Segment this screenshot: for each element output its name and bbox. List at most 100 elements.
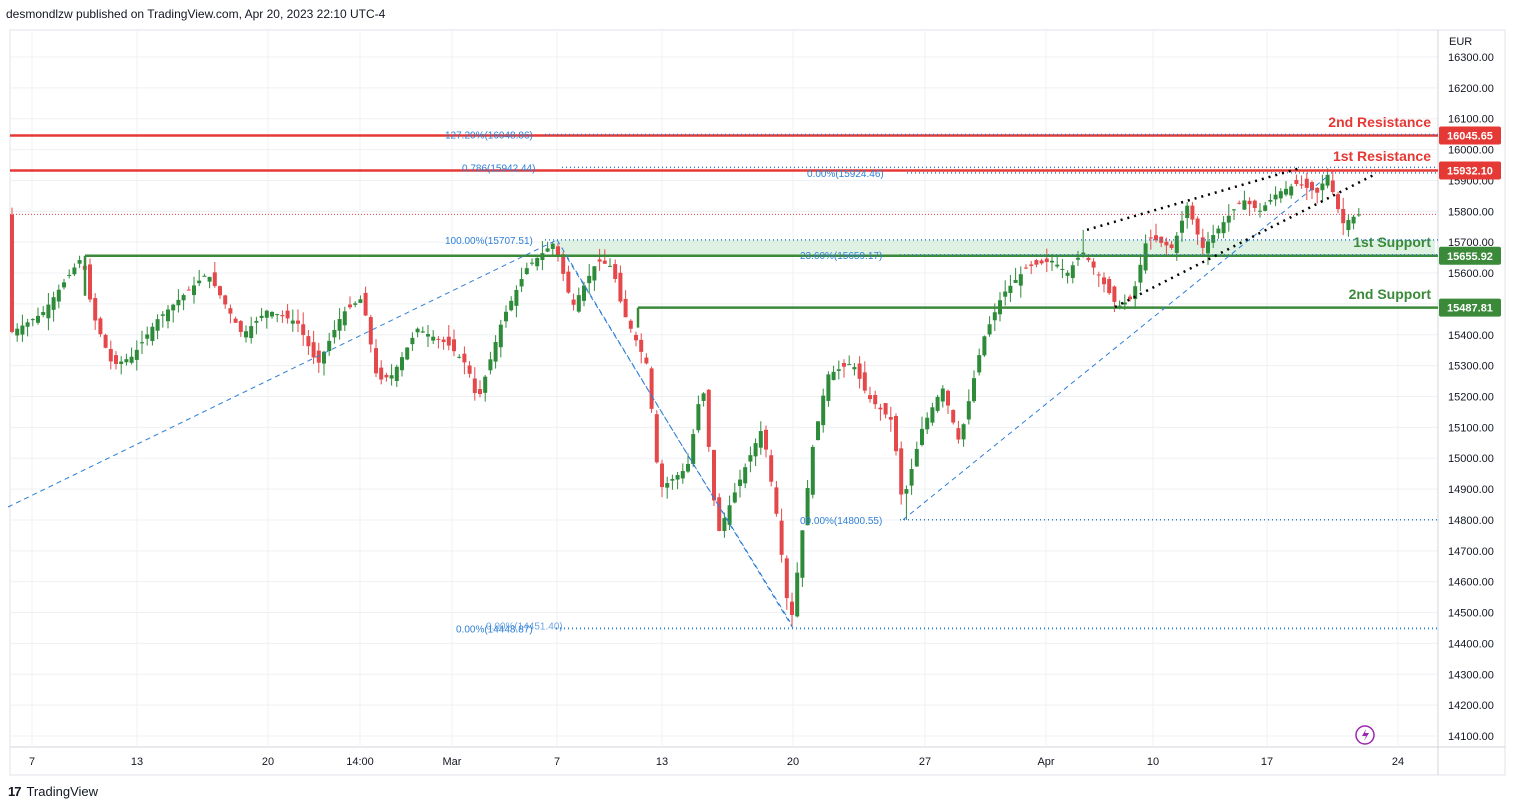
candle[interactable]: [207, 276, 212, 289]
candle[interactable]: [727, 495, 732, 531]
candle[interactable]: [316, 342, 321, 373]
candle[interactable]: [1102, 272, 1106, 293]
candle[interactable]: [77, 255, 82, 269]
candle[interactable]: [888, 406, 893, 432]
candle[interactable]: [1065, 270, 1070, 284]
candle[interactable]: [623, 290, 628, 318]
candle[interactable]: [436, 336, 441, 349]
candle[interactable]: [592, 266, 597, 291]
candle[interactable]: [1070, 261, 1075, 284]
candle[interactable]: [550, 241, 555, 255]
candle[interactable]: [1237, 200, 1242, 205]
candle[interactable]: [935, 394, 940, 413]
candle[interactable]: [649, 366, 654, 413]
candle[interactable]: [1091, 258, 1096, 275]
candle[interactable]: [374, 338, 378, 378]
candle[interactable]: [1034, 258, 1039, 268]
candle[interactable]: [311, 330, 316, 365]
candle[interactable]: [691, 428, 696, 467]
candle[interactable]: [160, 311, 165, 328]
candle[interactable]: [176, 289, 181, 313]
candle[interactable]: [894, 413, 898, 456]
candle[interactable]: [46, 293, 51, 331]
candle[interactable]: [800, 530, 805, 587]
candle[interactable]: [816, 421, 820, 441]
candle[interactable]: [914, 441, 919, 467]
candle[interactable]: [1024, 264, 1028, 270]
candle[interactable]: [15, 323, 20, 342]
candle[interactable]: [337, 308, 342, 340]
candle[interactable]: [150, 322, 155, 346]
candle[interactable]: [868, 386, 872, 403]
candle[interactable]: [56, 284, 61, 309]
candle[interactable]: [1351, 214, 1356, 230]
candle[interactable]: [1336, 191, 1340, 214]
candle[interactable]: [571, 293, 576, 311]
candle[interactable]: [961, 423, 966, 447]
candle[interactable]: [1289, 183, 1294, 199]
candle[interactable]: [862, 361, 867, 394]
candle[interactable]: [1304, 172, 1309, 200]
candle[interactable]: [1258, 203, 1262, 218]
candle[interactable]: [784, 555, 789, 610]
candle[interactable]: [420, 326, 425, 333]
candle[interactable]: [353, 301, 358, 308]
candle[interactable]: [1086, 256, 1091, 263]
candle[interactable]: [504, 305, 508, 328]
candle[interactable]: [478, 380, 482, 398]
candle[interactable]: [472, 367, 477, 401]
candle[interactable]: [717, 493, 722, 532]
candle[interactable]: [394, 364, 399, 387]
candle[interactable]: [93, 293, 98, 330]
candle[interactable]: [1252, 199, 1257, 212]
candle[interactable]: [1284, 181, 1288, 197]
candle[interactable]: [857, 356, 862, 389]
candle[interactable]: [1242, 190, 1247, 210]
candle[interactable]: [192, 276, 196, 304]
candle[interactable]: [956, 420, 961, 444]
candle[interactable]: [301, 312, 306, 346]
candle[interactable]: [72, 263, 77, 277]
candle[interactable]: [852, 363, 857, 376]
candle[interactable]: [509, 296, 514, 312]
candle[interactable]: [1310, 180, 1314, 200]
candle[interactable]: [608, 258, 612, 268]
candle[interactable]: [342, 306, 347, 332]
candle[interactable]: [675, 471, 680, 490]
candle[interactable]: [103, 333, 108, 349]
candle[interactable]: [1169, 240, 1174, 250]
candle[interactable]: [951, 409, 956, 425]
candle[interactable]: [842, 359, 846, 378]
candle[interactable]: [238, 319, 243, 337]
candle[interactable]: [753, 438, 758, 467]
candle[interactable]: [1216, 225, 1221, 239]
candle[interactable]: [982, 335, 987, 357]
candle[interactable]: [493, 335, 498, 369]
candle[interactable]: [306, 329, 311, 355]
candle[interactable]: [181, 293, 186, 311]
candle[interactable]: [883, 403, 888, 419]
candle[interactable]: [1096, 271, 1101, 288]
candle[interactable]: [821, 388, 826, 433]
candle[interactable]: [925, 412, 930, 435]
candle[interactable]: [1044, 248, 1049, 272]
candle[interactable]: [1356, 208, 1361, 217]
candle[interactable]: [587, 264, 592, 294]
candle[interactable]: [556, 243, 560, 262]
candle[interactable]: [576, 287, 581, 313]
candle[interactable]: [810, 444, 815, 499]
candle[interactable]: [790, 592, 794, 627]
candle[interactable]: [1247, 197, 1252, 216]
candle[interactable]: [873, 390, 878, 409]
candle[interactable]: [389, 364, 394, 386]
candle[interactable]: [264, 309, 269, 329]
candle[interactable]: [363, 286, 368, 316]
candle[interactable]: [405, 347, 410, 361]
lightning-icon[interactable]: [1355, 725, 1375, 745]
candle[interactable]: [218, 285, 222, 299]
candle[interactable]: [410, 332, 415, 351]
candle[interactable]: [285, 304, 290, 324]
candle[interactable]: [680, 463, 685, 484]
candle[interactable]: [946, 389, 950, 415]
candle[interactable]: [202, 273, 207, 277]
